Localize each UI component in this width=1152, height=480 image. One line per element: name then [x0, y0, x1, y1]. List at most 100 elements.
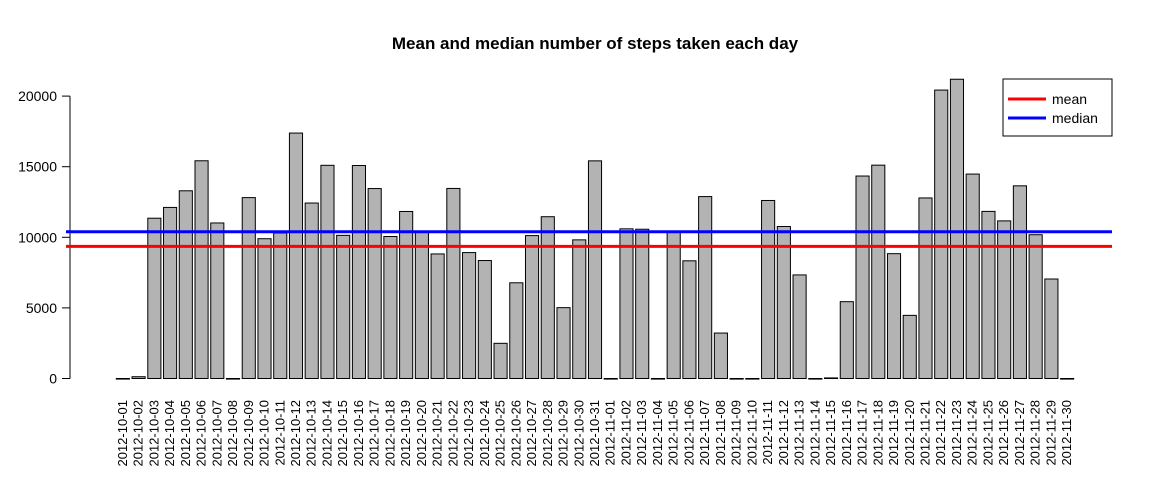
x-tick-label: 2012-10-23 — [461, 400, 476, 467]
y-tick-label: 10000 — [18, 229, 57, 245]
y-tick-label: 20000 — [18, 88, 57, 104]
x-tick-label: 2012-10-31 — [587, 400, 602, 467]
x-tick-label: 2012-10-29 — [556, 400, 571, 467]
x-tick-label: 2012-10-10 — [257, 400, 272, 467]
bar — [698, 196, 713, 379]
x-tick-label: 2012-11-16 — [839, 400, 854, 466]
x-tick-label: 2012-10-05 — [178, 400, 193, 467]
x-tick-label: 2012-11-18 — [870, 400, 885, 466]
x-tick-label: 2012-11-07 — [697, 400, 712, 466]
bar — [902, 314, 917, 379]
x-tick-label: 2012-11-27 — [1012, 400, 1027, 466]
x-tick-label: 2012-11-17 — [855, 400, 870, 466]
bar — [210, 222, 225, 379]
bar — [351, 165, 366, 379]
x-tick-label: 2012-11-13 — [792, 400, 807, 466]
legend-median-label: median — [1052, 110, 1098, 126]
x-tick-label: 2012-10-08 — [225, 400, 240, 467]
bar — [572, 239, 587, 379]
x-tick-label: 2012-10-17 — [367, 400, 382, 467]
bar — [273, 232, 288, 379]
x-tick-label: 2012-11-29 — [1043, 400, 1058, 466]
x-tick-label: 2012-10-18 — [382, 400, 397, 467]
x-tick-label: 2012-11-09 — [729, 400, 744, 466]
x-tick-label: 2012-10-14 — [319, 400, 334, 467]
legend: mean median — [1002, 78, 1113, 137]
bar — [776, 226, 791, 379]
bars — [115, 78, 1075, 380]
bar — [855, 175, 870, 379]
bar — [1012, 185, 1027, 379]
x-tick-label: 2012-10-09 — [241, 400, 256, 467]
x-tick-label: 2012-11-15 — [823, 400, 838, 466]
x-tick-label: 2012-11-28 — [1028, 400, 1043, 466]
bar — [241, 197, 256, 379]
x-tick-label: 2012-11-30 — [1059, 400, 1074, 466]
x-tick-label: 2012-10-03 — [146, 400, 161, 467]
legend-box — [1002, 78, 1113, 137]
x-tick-label: 2012-10-12 — [288, 400, 303, 467]
bar — [965, 173, 980, 379]
bar — [619, 228, 634, 379]
bar — [509, 282, 524, 380]
bar — [824, 377, 839, 380]
x-tick-label: 2012-11-11 — [760, 400, 775, 465]
x-tick-label: 2012-11-24 — [965, 400, 980, 466]
bar — [446, 187, 461, 379]
bar — [163, 206, 178, 379]
x-tick-label: 2012-11-10 — [744, 400, 759, 466]
bar — [949, 78, 965, 380]
x-tick-label: 2012-11-08 — [713, 400, 728, 466]
x-tick-label: 2012-11-21 — [917, 400, 932, 466]
x-tick-label: 2012-10-15 — [335, 400, 350, 467]
x-tick-label: 2012-11-22 — [933, 400, 948, 466]
y-axis: 0 5000 10000 15000 20000 — [18, 88, 71, 387]
bar — [257, 238, 272, 379]
bar — [288, 132, 304, 379]
bar — [981, 210, 996, 379]
bar — [367, 188, 382, 379]
reference-lines — [66, 230, 1112, 248]
x-tick-label: 2012-11-12 — [776, 400, 791, 466]
bar — [430, 253, 445, 379]
bar — [1028, 234, 1043, 379]
bar — [745, 378, 760, 380]
bar — [808, 378, 823, 380]
x-tick-label: 2012-10-26 — [508, 400, 523, 467]
x-tick-label: 2012-10-28 — [540, 400, 555, 467]
chart-title: Mean and median number of steps taken ea… — [392, 34, 799, 53]
x-tick-label: 2012-10-01 — [115, 400, 130, 467]
bar — [399, 210, 414, 379]
bar — [336, 234, 351, 379]
x-tick-label: 2012-11-04 — [650, 400, 665, 466]
bar — [115, 378, 130, 380]
bar — [131, 376, 146, 380]
x-tick-label: 2012-11-05 — [666, 400, 681, 466]
bar — [871, 164, 886, 379]
bar — [540, 216, 555, 379]
bar — [225, 378, 241, 380]
x-tick-label: 2012-11-03 — [634, 400, 649, 466]
bar — [414, 231, 429, 379]
bar — [147, 217, 162, 379]
bar — [194, 160, 209, 379]
bar — [524, 235, 540, 379]
bar — [1060, 378, 1075, 380]
x-tick-label: 2012-10-16 — [351, 400, 366, 467]
bar — [886, 253, 902, 379]
bar — [462, 252, 477, 379]
bar — [304, 202, 319, 379]
x-tick-label: 2012-10-22 — [445, 400, 460, 467]
x-tick-label: 2012-10-24 — [477, 400, 492, 467]
bar — [587, 160, 603, 379]
bar — [556, 307, 571, 379]
x-tick-label: 2012-10-21 — [430, 400, 445, 467]
y-tick-label: 0 — [49, 371, 57, 387]
legend-mean-label: mean — [1052, 91, 1087, 107]
bar — [650, 378, 666, 380]
bar — [1044, 278, 1059, 379]
x-tick-label: 2012-11-23 — [949, 400, 964, 466]
x-tick-labels: 2012-10-01 2012-10-02 2012-10-03 2012-10-04… — [115, 400, 1074, 467]
